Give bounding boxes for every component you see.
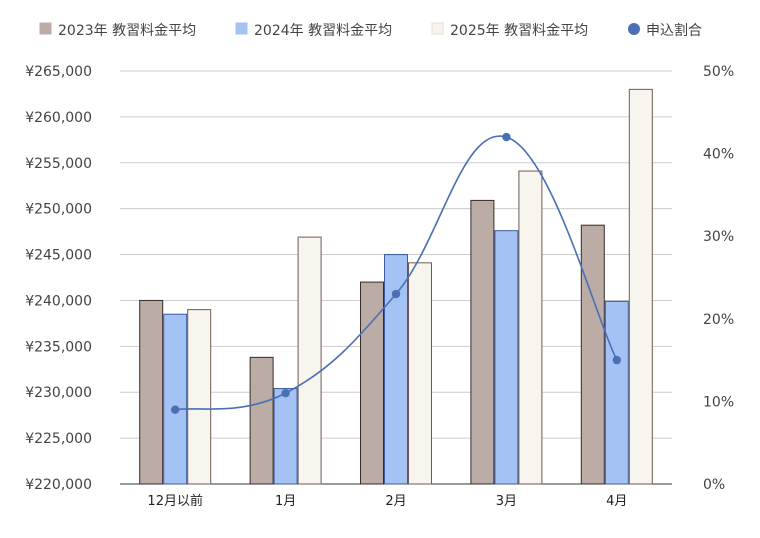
category-label: 4月 [606, 494, 627, 509]
ratio-point-3 [391, 289, 401, 299]
left-tick-label: ¥235,000 [25, 339, 92, 355]
right-tick-label: 40% [703, 147, 734, 163]
category-label: 12月以前 [147, 493, 203, 509]
bar-3-4 [518, 170, 543, 485]
right-tick-label: 10% [703, 394, 734, 410]
ratio-point-5 [612, 355, 621, 365]
bar-2-4 [494, 230, 519, 485]
legend-swatch-1 [39, 22, 52, 35]
bar-1-4 [470, 199, 495, 485]
bar-1-2 [249, 356, 274, 485]
legend-label-3: 2025年 教習料金平均 [450, 23, 588, 39]
bar-2-1 [163, 313, 188, 485]
legend-label-4: 申込割合 [646, 22, 702, 39]
legend-swatch-4 [628, 23, 640, 35]
bar-3-3 [408, 262, 432, 485]
ratio-point-1 [171, 405, 180, 414]
x-axis: 12月以前 1月 2月 3月 4月 [147, 493, 627, 509]
line-series [171, 132, 621, 414]
left-tick-label: ¥255,000 [25, 156, 92, 172]
left-axis: ¥220,000 ¥225,000 ¥230,000 ¥235,000 ¥240,000… [25, 64, 92, 493]
bar-2-3 [384, 254, 408, 485]
legend-swatch-3 [431, 22, 444, 35]
bar-1-5 [580, 224, 605, 485]
left-tick-label: ¥220,000 [25, 477, 92, 493]
legend-label-1: 2023年 教習料金平均 [58, 23, 196, 39]
right-axis: 0% 10% 20% 30% 40% 50% [703, 64, 734, 493]
legend: 2023年 教習料金平均 2024年 教習料金平均 2025年 教習料金平均 申込割合 [39, 22, 702, 39]
bars [139, 88, 653, 485]
left-tick-label: ¥230,000 [25, 385, 92, 401]
category-label: 3月 [496, 494, 517, 509]
bar-3-1 [187, 309, 212, 485]
left-tick-label: ¥245,000 [25, 248, 92, 264]
bar-1-1 [139, 299, 164, 485]
ratio-point-4 [502, 132, 511, 142]
ratio-point-2 [281, 388, 290, 398]
category-label: 1月 [275, 494, 296, 509]
right-tick-label: 50% [703, 64, 734, 80]
bar-2-5 [604, 300, 629, 485]
right-tick-label: 20% [703, 312, 734, 328]
left-tick-label: ¥265,000 [25, 64, 92, 80]
left-tick-label: ¥225,000 [25, 431, 92, 447]
bar-3-5 [628, 88, 653, 485]
bar-1-3 [360, 281, 384, 485]
left-tick-label: ¥260,000 [25, 110, 92, 126]
bar-3-2 [297, 236, 322, 485]
bar-2-2 [273, 388, 298, 485]
legend-swatch-2 [235, 22, 248, 35]
left-tick-label: ¥240,000 [25, 293, 92, 309]
left-tick-label: ¥250,000 [25, 202, 92, 218]
ratio-line [175, 135, 618, 411]
legend-label-2: 2024年 教習料金平均 [254, 23, 392, 39]
right-tick-label: 0% [703, 477, 725, 493]
right-tick-label: 30% [703, 229, 734, 245]
category-label: 2月 [385, 494, 406, 509]
